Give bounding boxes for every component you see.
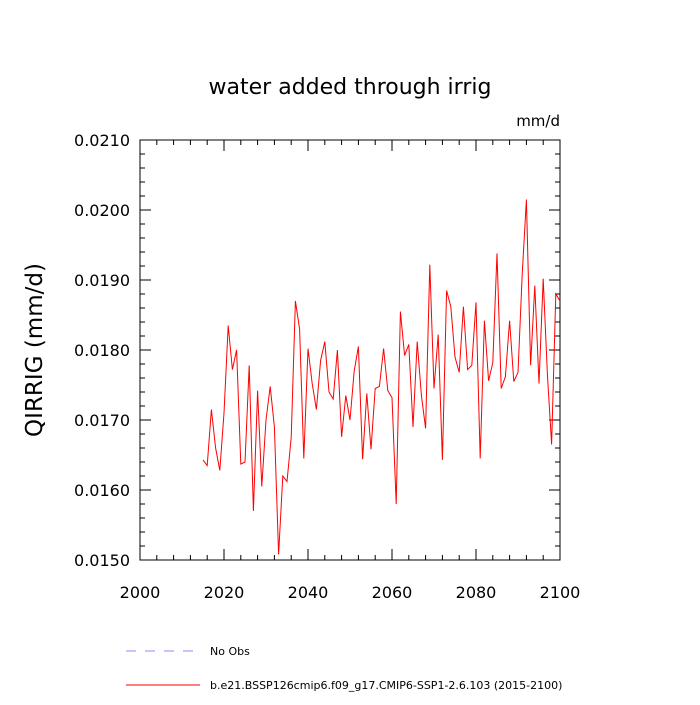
y-major-ticks [140,139,560,561]
x-major-ticks [139,140,561,560]
legend-label-model: b.e21.BSSP126cmip6.f09_g17.CMIP6-SSP1-2.… [210,679,562,692]
y-tick-label: 0.0210 [74,131,130,150]
x-tick-label: 2060 [372,583,413,602]
y-tick-labels: 0.0150 0.0160 0.0170 0.0180 0.0190 0.0200 0.02… [74,131,130,570]
units-label: mm/d [516,112,560,130]
y-tick-label: 0.0180 [74,341,130,360]
y-tick-label: 0.0200 [74,201,130,220]
x-tick-label: 2000 [120,583,161,602]
x-tick-label: 2020 [204,583,245,602]
y-tick-label: 0.0190 [74,271,130,290]
chart-title: water added through irrig [209,75,492,100]
x-tick-labels: 2000 2020 2040 2060 2080 2100 [120,583,581,602]
series-group [202,199,561,555]
y-tick-label: 0.0150 [74,551,130,570]
y-tick-label: 0.0160 [74,481,130,500]
x-tick-label: 2040 [288,583,329,602]
legend-label-no-obs: No Obs [210,645,250,658]
series-line [202,199,561,555]
y-minor-ticks [140,139,560,561]
y-axis-label: QIRRIG (mm/d) [22,263,48,437]
legend: No Obs b.e21.BSSP126cmip6.f09_g17.CMIP6-… [126,645,562,692]
x-minor-ticks [139,140,561,560]
y-tick-label: 0.0170 [74,411,130,430]
plot-frame [139,139,561,561]
x-tick-label: 2080 [456,583,497,602]
x-tick-label: 2100 [540,583,581,602]
